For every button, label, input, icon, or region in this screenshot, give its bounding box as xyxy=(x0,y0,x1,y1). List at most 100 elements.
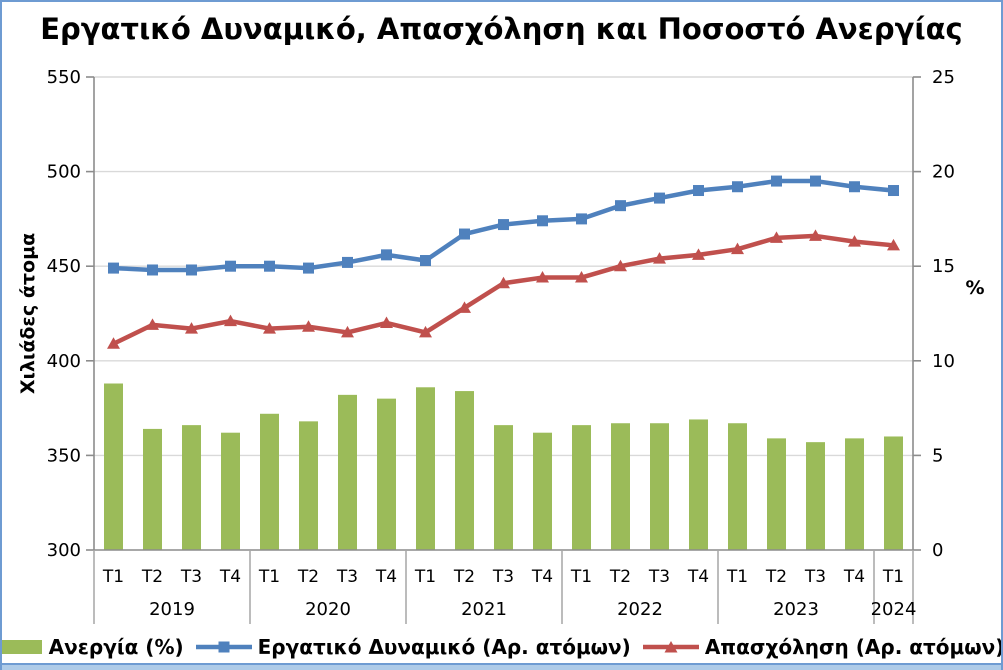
marker-square xyxy=(888,185,899,197)
marker-triangle xyxy=(809,229,822,241)
bar-unemployment xyxy=(884,436,903,550)
bar-unemployment xyxy=(260,413,279,550)
bar-unemployment xyxy=(455,391,474,550)
x-quarter-label: Τ2 xyxy=(141,567,163,587)
x-year-label: 2019 xyxy=(149,599,195,620)
marker-triangle xyxy=(185,322,198,334)
legend-bar-swatch-icon xyxy=(2,640,42,654)
legend-item-labor-force: Εργατικό Δυναμικό (Αρ. ατόμων) xyxy=(195,635,631,659)
left-axis-tick-label: 400 xyxy=(47,351,81,372)
x-quarter-label: Τ1 xyxy=(882,567,904,587)
legend-label-employment: Απασχόληση (Αρ. ατόμων) xyxy=(704,635,1003,659)
marker-triangle xyxy=(770,231,783,243)
chart-plot-area: 300 350 400 450 500 550 0 5 10 15 20 25 Τ1 Τ2 Τ3 Τ4 Τ1 Τ2… xyxy=(17,67,985,624)
x-quarter-label: Τ1 xyxy=(414,567,436,587)
x-quarter-label: Τ1 xyxy=(726,567,748,587)
frame-bottom-strip xyxy=(2,663,1001,670)
x-quarter-label: Τ4 xyxy=(531,567,553,587)
bar-unemployment xyxy=(182,425,201,550)
x-quarter-label: Τ3 xyxy=(336,567,358,587)
x-quarter-label: Τ4 xyxy=(219,567,241,587)
chart-legend: Ανεργία (%) Εργατικό Δυναμικό (Αρ. ατόμω… xyxy=(2,635,1001,659)
marker-square xyxy=(147,264,158,276)
x-quarter-label: Τ4 xyxy=(843,567,865,587)
left-axis-title: Χιλιάδες άτομα xyxy=(17,233,39,394)
right-axis-tick-label: 20 xyxy=(932,162,955,183)
marker-triangle xyxy=(692,248,705,260)
bar-unemployment xyxy=(143,428,162,550)
marker-triangle xyxy=(575,271,588,283)
bar-unemployment xyxy=(728,423,747,550)
x-year-label: 2022 xyxy=(617,599,663,620)
marker-square xyxy=(108,262,119,274)
x-quarter-label: Τ2 xyxy=(765,567,787,587)
left-axis-tick-label: 450 xyxy=(47,256,81,277)
marker-square xyxy=(732,181,743,193)
marker-square xyxy=(654,192,665,204)
marker-triangle xyxy=(887,238,900,251)
bar-unemployment xyxy=(377,398,396,550)
x-quarter-label: Τ4 xyxy=(375,567,397,587)
bar-unemployment xyxy=(494,425,513,550)
x-quarter-label: Τ1 xyxy=(258,567,280,587)
marker-square xyxy=(693,185,704,197)
marker-square xyxy=(849,181,860,193)
bar-unemployment xyxy=(689,419,708,550)
left-axis-tick-label: 550 xyxy=(47,67,81,88)
marker-triangle xyxy=(536,271,549,283)
x-year-label: 2021 xyxy=(461,599,507,620)
legend-label-labor-force: Εργατικό Δυναμικό (Αρ. ατόμων) xyxy=(257,635,631,659)
marker-triangle xyxy=(341,325,354,338)
x-year-label: 2024 xyxy=(871,599,917,620)
marker-square xyxy=(771,175,782,187)
x-quarter-label: Τ2 xyxy=(297,567,319,587)
marker-square xyxy=(381,249,392,261)
bar-unemployment xyxy=(533,432,552,550)
marker-triangle xyxy=(107,337,120,349)
marker-square xyxy=(303,262,314,274)
right-axis-title: % xyxy=(965,277,984,299)
right-axis-tick-label: 15 xyxy=(932,256,955,277)
marker-square xyxy=(576,213,587,225)
bar-unemployment xyxy=(806,442,825,550)
marker-square xyxy=(420,255,431,267)
bar-unemployment xyxy=(416,387,435,550)
marker-triangle xyxy=(146,318,159,330)
marker-square xyxy=(342,256,353,268)
marker-triangle xyxy=(302,320,315,332)
bar-unemployment xyxy=(611,423,630,550)
marker-square xyxy=(810,175,821,187)
marker-triangle xyxy=(497,276,510,289)
left-axis-tick-label: 300 xyxy=(47,540,81,561)
line-employment xyxy=(111,233,896,347)
marker-square xyxy=(498,219,509,231)
marker-triangle xyxy=(653,252,666,264)
x-year-label: 2023 xyxy=(773,599,819,620)
marker-square xyxy=(225,260,236,272)
legend-triangle-marker xyxy=(664,641,678,653)
legend-label-unemployment: Ανεργία (%) xyxy=(48,635,184,659)
legend-line-square-swatch-icon xyxy=(195,641,252,653)
right-axis-tick-label: 0 xyxy=(932,540,943,561)
marker-triangle xyxy=(848,235,861,247)
right-axis-tick-label: 25 xyxy=(932,67,955,88)
legend-item-employment: Απασχόληση (Αρ. ατόμων) xyxy=(642,635,1003,659)
x-quarter-label: Τ3 xyxy=(804,567,826,587)
marker-triangle xyxy=(263,322,276,334)
right-axis-tick-label: 10 xyxy=(932,351,955,372)
marker-square xyxy=(537,215,548,227)
marker-square xyxy=(615,200,626,212)
bar-unemployment xyxy=(650,423,669,550)
chart-title: Εργατικό Δυναμικό, Απασχόληση και Ποσοστ… xyxy=(40,12,963,46)
bar-unemployment xyxy=(845,438,864,550)
bar-unemployment xyxy=(767,438,786,550)
marker-triangle xyxy=(731,242,744,255)
legend-line-triangle-swatch-icon xyxy=(642,641,699,653)
marker-square xyxy=(459,228,470,240)
marker-triangle xyxy=(419,325,432,338)
x-quarter-label: Τ2 xyxy=(609,567,631,587)
left-axis-tick-label: 350 xyxy=(47,445,81,466)
bar-unemployment xyxy=(221,432,240,550)
x-quarter-label: Τ3 xyxy=(648,567,670,587)
bar-unemployment xyxy=(338,394,357,550)
